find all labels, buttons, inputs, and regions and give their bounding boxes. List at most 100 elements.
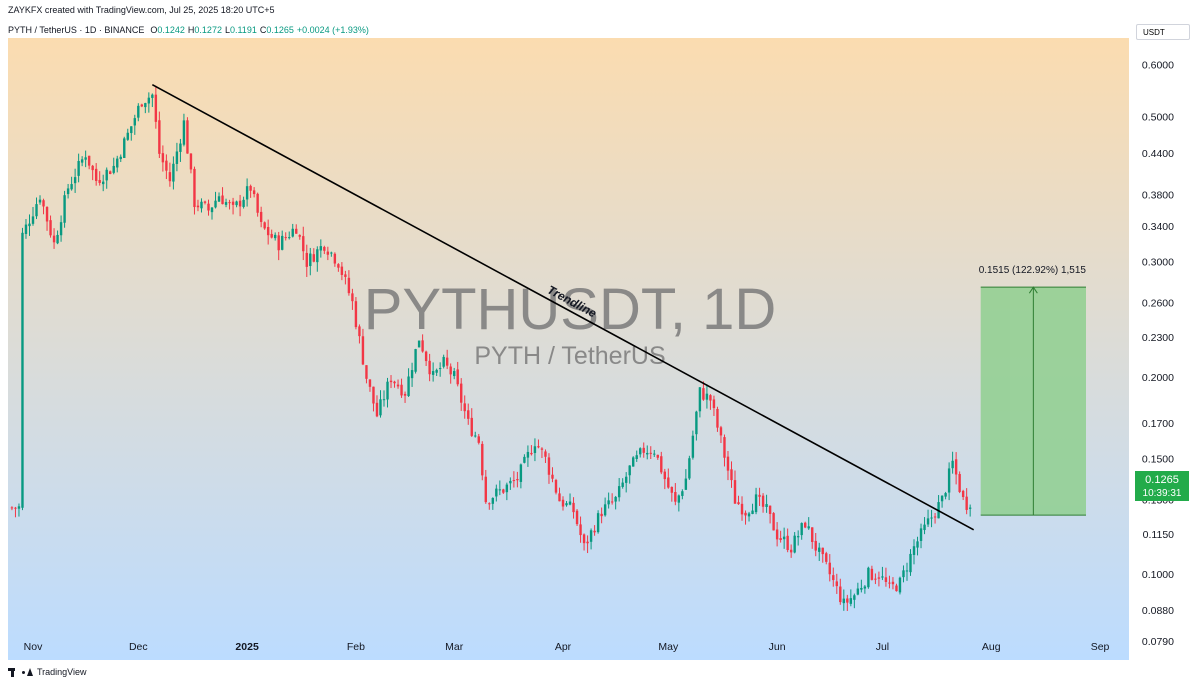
- candle-body: [716, 408, 719, 428]
- candle: [252, 187, 256, 198]
- x-axis[interactable]: Nov Dec 2025 Feb Mar Apr May Jun Jul Aug Sep: [24, 641, 1110, 653]
- candle: [639, 447, 642, 458]
- candle-body: [951, 460, 954, 469]
- candle: [298, 234, 301, 240]
- candle: [607, 492, 610, 509]
- candle: [147, 92, 151, 113]
- candle-body: [737, 502, 740, 505]
- candle-body: [414, 349, 417, 372]
- candle-body: [877, 577, 881, 579]
- candle: [916, 536, 919, 556]
- candle-body: [316, 249, 319, 263]
- candle-body: [249, 185, 252, 191]
- candle: [140, 103, 144, 108]
- candle: [621, 478, 624, 489]
- candle-body: [470, 417, 473, 436]
- candle: [102, 174, 105, 192]
- candle: [768, 505, 772, 524]
- candle-body: [123, 138, 126, 158]
- candle: [814, 533, 817, 557]
- candle-body: [449, 366, 452, 375]
- candle: [804, 521, 807, 529]
- candle-body: [84, 157, 87, 160]
- candle-body: [926, 518, 930, 525]
- candle-body: [565, 503, 568, 506]
- candle-body: [158, 120, 161, 154]
- trendline-line[interactable]: [151, 84, 975, 531]
- candle: [733, 470, 737, 504]
- candle-body: [898, 577, 902, 593]
- y-tick-label: 0.1500: [1142, 454, 1174, 466]
- price-range-measure[interactable]: 0.1515 (122.92%) 1,515: [979, 265, 1087, 516]
- x-tick-label: Jun: [769, 641, 786, 653]
- candle-body: [807, 526, 810, 529]
- candle: [839, 578, 842, 605]
- candle: [544, 449, 547, 463]
- candle: [716, 406, 719, 432]
- candle-body: [259, 211, 263, 222]
- candle: [940, 495, 944, 508]
- candle: [758, 487, 761, 507]
- candle: [667, 468, 670, 489]
- tradingview-logo[interactable]: TradingView: [8, 667, 87, 677]
- candle-body: [288, 237, 291, 239]
- candle-body: [312, 254, 315, 262]
- candle: [635, 450, 638, 462]
- candle-body: [912, 546, 916, 555]
- candle-body: [340, 266, 344, 275]
- candle-body: [684, 478, 688, 490]
- candle-body: [740, 503, 744, 515]
- high-label: H: [187, 25, 195, 35]
- candle-body: [698, 387, 702, 412]
- candle: [277, 231, 280, 261]
- candle: [670, 486, 674, 502]
- candle: [38, 195, 42, 205]
- candle-body: [733, 480, 737, 504]
- candle: [498, 480, 502, 496]
- candle-body: [786, 535, 789, 551]
- candle: [593, 525, 596, 536]
- candle-body: [242, 199, 245, 207]
- candle-body: [828, 562, 831, 575]
- candle-body: [309, 253, 312, 267]
- candle-body: [561, 499, 565, 507]
- chart-background: [8, 38, 1129, 660]
- candle: [368, 379, 372, 392]
- candle-body: [400, 384, 403, 396]
- candle-body: [323, 246, 326, 251]
- candle: [751, 503, 754, 515]
- candle: [98, 171, 101, 186]
- candle-body: [344, 274, 347, 277]
- candle-body: [796, 536, 800, 538]
- x-tick-label: Aug: [982, 641, 1001, 653]
- currency-selector[interactable]: USDT: [1136, 24, 1190, 40]
- candle: [382, 390, 386, 407]
- y-tick-label: 0.0880: [1142, 605, 1174, 617]
- candle-body: [358, 326, 361, 337]
- candle: [238, 194, 242, 217]
- candle-body: [228, 202, 231, 204]
- candle-body: [10, 507, 14, 509]
- candle-body: [63, 195, 66, 223]
- candle: [460, 378, 463, 411]
- y-axis[interactable]: 0.6000 0.5000 0.4400 0.3800 0.3400 0.3000 0.26…: [1142, 60, 1174, 648]
- candle: [572, 497, 575, 519]
- candle: [133, 114, 136, 135]
- candle: [35, 197, 38, 220]
- candle: [930, 509, 933, 528]
- candle-body: [168, 172, 172, 182]
- candle-body: [519, 464, 523, 482]
- candle: [284, 232, 287, 241]
- candle-body: [772, 513, 775, 531]
- candle: [249, 184, 252, 198]
- candle-body: [702, 388, 705, 400]
- candle-body: [231, 201, 235, 205]
- candle: [52, 228, 56, 249]
- candle: [523, 454, 526, 464]
- candle-body: [818, 547, 821, 552]
- candle: [126, 128, 129, 141]
- candle: [754, 487, 758, 515]
- candle-body: [691, 435, 695, 458]
- candle: [66, 183, 70, 199]
